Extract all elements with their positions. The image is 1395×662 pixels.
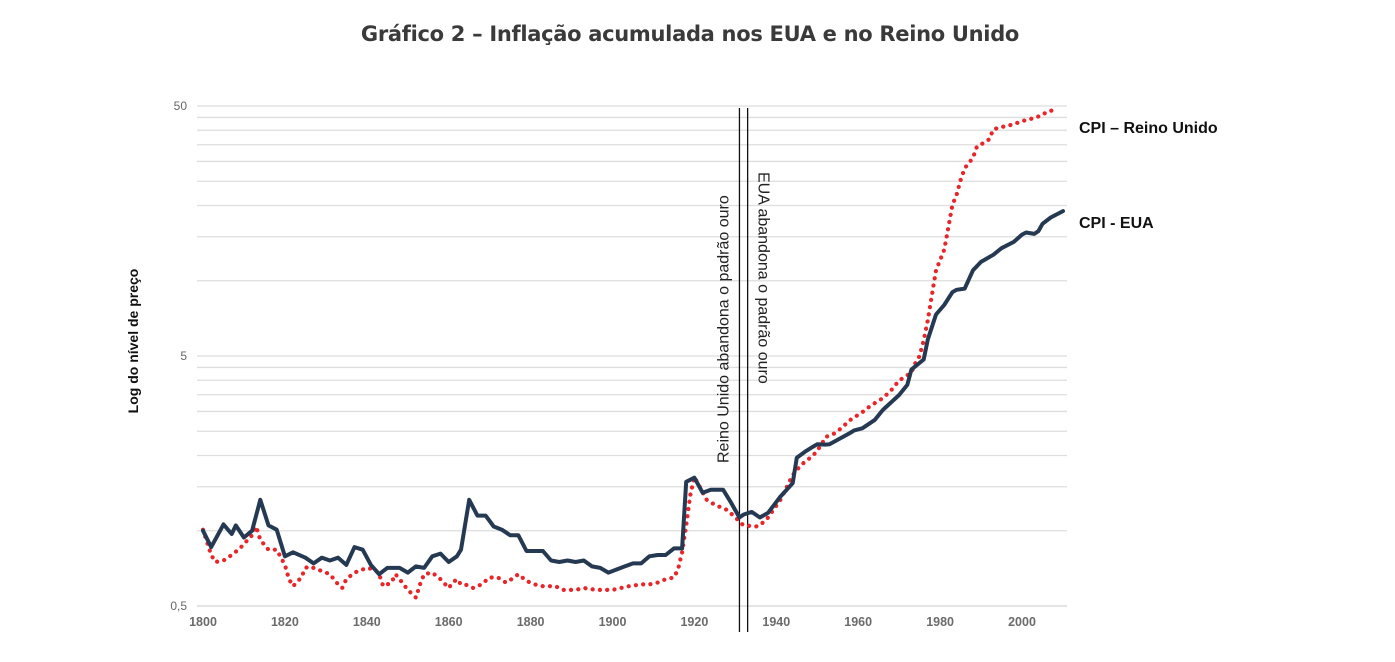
annotations: Reino Unido abandona o padrão ouro EUA ab…	[715, 108, 772, 632]
legend-label: CPI - EUA	[1079, 215, 1154, 232]
annotation-label: EUA abandona o padrão ouro	[755, 172, 772, 384]
series-uk	[200, 107, 1057, 600]
y-axis-ticks: 50 5 0,5	[170, 99, 187, 613]
x-tick-label: 1880	[517, 615, 545, 629]
x-tick-label: 1860	[435, 615, 463, 629]
y-tick-label: 5	[180, 349, 187, 363]
series-line-us	[201, 209, 1065, 577]
legend-label: CPI – Reino Unido	[1079, 120, 1218, 137]
x-tick-label: 2000	[1008, 615, 1036, 629]
y-tick-label: 0,5	[170, 599, 187, 613]
x-tick-label: 1800	[189, 615, 217, 629]
x-tick-label: 1820	[271, 615, 299, 629]
gridlines	[197, 105, 1067, 607]
legend: CPI – Reino Unido CPI - EUA	[1079, 120, 1218, 232]
x-tick-label: 1960	[844, 615, 872, 629]
y-tick-label: 50	[174, 99, 188, 113]
x-tick-label: 1920	[680, 615, 708, 629]
chart-title: Gráfico 2 – Inflação acumulada nos EUA e…	[360, 22, 1020, 46]
y-axis-label: Log do nível de preço	[125, 269, 141, 414]
x-tick-label: 1940	[762, 615, 790, 629]
series-us	[201, 209, 1065, 577]
series-line-uk	[200, 107, 1057, 600]
x-tick-label: 1840	[353, 615, 381, 629]
x-tick-label: 1900	[599, 615, 627, 629]
x-tick-label: 1980	[926, 615, 954, 629]
annotation-label: Reino Unido abandona o padrão ouro	[715, 195, 732, 463]
x-axis-ticks: 1800 1820 1840 1860 1880 1900 1920 1940 1960 1980…	[189, 615, 1036, 629]
series	[200, 107, 1065, 600]
